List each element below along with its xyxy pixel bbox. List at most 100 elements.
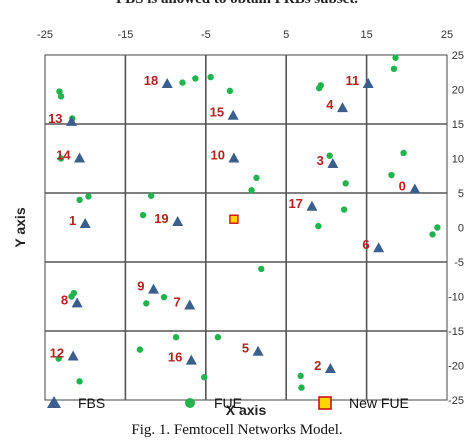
fue-point — [390, 65, 398, 73]
fue-point — [400, 149, 407, 157]
fbs-id-label: 16 — [168, 350, 182, 365]
legend-new-fue-icon — [318, 396, 332, 410]
y-tick-label: 15 — [452, 119, 464, 131]
fue-point — [139, 211, 147, 219]
plot-border — [44, 54, 448, 401]
grid — [44, 54, 448, 401]
legend-label: FBS — [78, 395, 105, 411]
y-tick-label: -5 — [454, 257, 464, 269]
fbs-point — [252, 345, 264, 356]
fue-point — [340, 206, 348, 213]
fbs-id-label: 14 — [56, 148, 71, 163]
fbs-id-label: 5 — [242, 341, 249, 356]
fue-point — [179, 79, 186, 86]
fue-point — [207, 73, 214, 81]
fbs-id-label: 8 — [61, 292, 68, 307]
x-axis-label: X axis — [226, 402, 267, 418]
fue-point — [57, 93, 65, 100]
fbs-id-label: 12 — [50, 346, 64, 361]
y-tick-label: 10 — [452, 154, 464, 166]
x-tick-label: 5 — [283, 29, 289, 41]
fbs-point — [227, 109, 239, 120]
fue-point — [297, 372, 304, 380]
y-tick-label: 25 — [452, 50, 464, 62]
legend-fue-icon — [185, 398, 195, 408]
fue-point — [192, 75, 199, 82]
fbs-point — [409, 183, 421, 194]
fbs-id-label: 3 — [317, 153, 324, 168]
fbs-point — [185, 354, 197, 365]
x-tick-label: -5 — [201, 29, 211, 41]
fbs-point — [228, 152, 240, 163]
y-tick-label: -10 — [448, 292, 464, 304]
fue-point — [434, 224, 441, 231]
fue-point — [160, 293, 168, 301]
fue-point — [315, 84, 323, 92]
fbs-id-label: 7 — [173, 294, 180, 309]
y-tick-label: 5 — [458, 188, 464, 200]
fue-point — [298, 384, 305, 391]
fbs-id-label: 4 — [326, 97, 334, 112]
fue-point — [55, 355, 62, 362]
fue-point — [392, 54, 399, 61]
fue-point — [172, 334, 180, 341]
fbs-id-label: 2 — [314, 358, 321, 373]
fbs-id-label: 13 — [48, 111, 62, 126]
fue-point — [76, 378, 83, 385]
fbs-point — [362, 77, 374, 88]
fbs-id-label: 9 — [137, 279, 144, 294]
fbs-point — [74, 152, 86, 163]
fbs-point — [79, 218, 91, 229]
fbs-point — [71, 297, 83, 308]
fbs-id-label: 17 — [288, 196, 302, 211]
fbs-point — [161, 77, 173, 88]
fbs-id-label: 19 — [154, 211, 168, 226]
y-tick-label: 20 — [452, 85, 464, 97]
fbs-point — [184, 299, 196, 310]
fue-point — [147, 192, 155, 199]
fue-point — [200, 374, 208, 381]
fbs-point — [148, 283, 160, 294]
fbs-point — [306, 200, 318, 211]
x-tick-label: 15 — [360, 29, 372, 41]
cropped-header-text: FBS is allowed to obtain FRBs subset. — [0, 0, 474, 8]
fbs-point — [66, 115, 78, 126]
y-tick-label: -20 — [448, 361, 464, 373]
fbs-point — [67, 350, 79, 361]
fbs-point — [327, 158, 339, 169]
y-tick-label: 0 — [458, 223, 464, 235]
fue-point — [315, 222, 322, 230]
fbs-point — [336, 102, 348, 113]
x-tick-label: 25 — [441, 29, 453, 41]
fbs-id-label: 15 — [210, 105, 224, 120]
fbs-id-label: 0 — [399, 179, 406, 194]
fbs-id-label: 1 — [69, 213, 76, 228]
fue-point — [76, 196, 83, 204]
new-fue-point — [229, 214, 239, 224]
fue-point — [342, 180, 349, 187]
fue-point — [429, 231, 436, 238]
legend-label: FUE — [214, 395, 242, 411]
fbs-id-label: 11 — [345, 73, 359, 88]
fue-point — [56, 88, 63, 95]
fue-point — [388, 171, 395, 179]
fbs-id-label: 18 — [144, 73, 158, 88]
fue-point — [326, 152, 333, 159]
fbs-point — [373, 242, 385, 253]
fue-point — [258, 265, 265, 273]
legend: FBS FUE New FUE — [47, 395, 409, 411]
y-axis-label: Y axis — [12, 207, 28, 247]
fbs-id-label: 10 — [210, 148, 224, 163]
fue-point — [85, 193, 92, 200]
fue-point — [248, 187, 255, 194]
fue-point — [214, 334, 222, 341]
fue-point — [57, 155, 65, 162]
fbs-id-label: 6 — [362, 237, 369, 252]
fbs-point — [324, 362, 336, 373]
legend-label: New FUE — [349, 395, 409, 411]
figure-caption: Fig. 1. Femtocell Networks Model. — [131, 422, 343, 438]
x-tick-label: -25 — [37, 29, 53, 41]
y-tick-label: -25 — [448, 395, 464, 407]
